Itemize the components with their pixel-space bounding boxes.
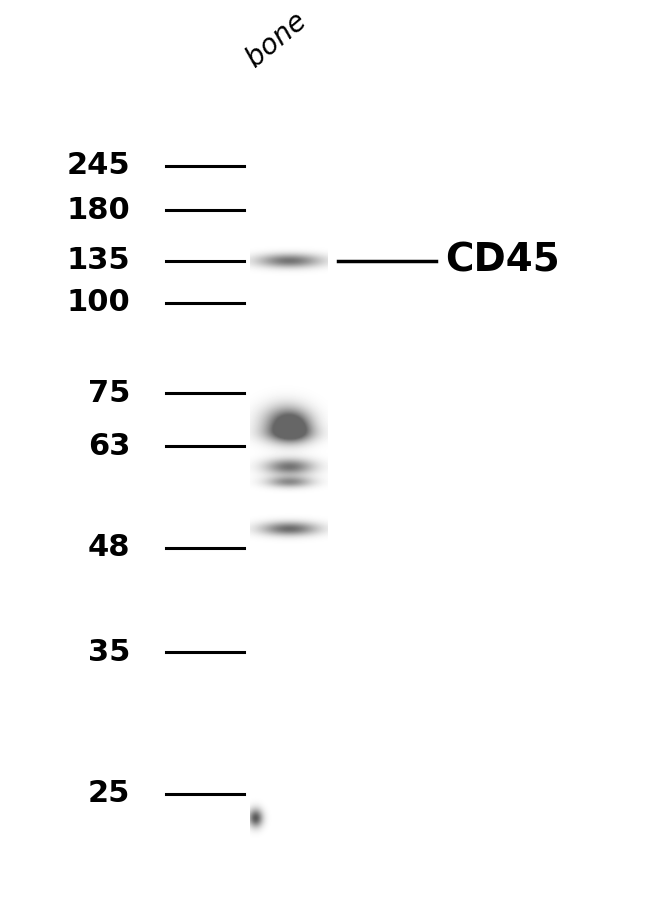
Text: 135: 135	[66, 246, 130, 275]
Text: 25: 25	[88, 779, 130, 809]
Text: bone: bone	[240, 7, 312, 73]
Text: 245: 245	[66, 151, 130, 181]
Text: 100: 100	[66, 289, 130, 317]
Text: 63: 63	[88, 431, 130, 461]
Text: CD45: CD45	[445, 242, 560, 279]
Text: 48: 48	[88, 534, 130, 562]
Text: 35: 35	[88, 638, 130, 667]
Text: 75: 75	[88, 379, 130, 408]
Text: 180: 180	[66, 195, 130, 225]
Bar	[250, 55, 328, 913]
